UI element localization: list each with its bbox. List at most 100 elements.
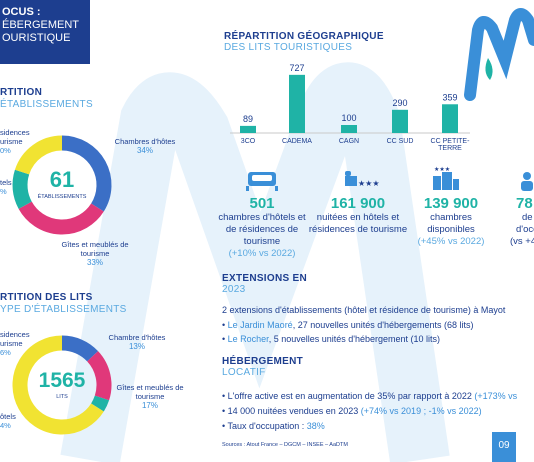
- bullet: • 14 000 nuitées vendues en 2023 (+74% v…: [222, 406, 482, 416]
- section-title: EXTENSIONS EN: [222, 273, 308, 284]
- donut-category: Gîtes et meublés de tourisme: [116, 383, 184, 401]
- bullet-text: 14 000 nuitées vendues en 2023: [227, 406, 361, 416]
- buildings-icon: ★★★: [433, 166, 459, 190]
- logo-drop: [485, 58, 493, 80]
- watermark-shape: [60, 63, 450, 462]
- donut-segment: [18, 201, 104, 235]
- cropped-line: 6%: [0, 348, 11, 357]
- chart-subtitle: DES LITS TOURISTIQUES: [224, 42, 353, 53]
- bar: [289, 74, 305, 133]
- cropped-line: %: [0, 187, 7, 196]
- bar: [341, 125, 357, 133]
- bullet-text: , 5 nouvelles unités d'hébergement (10 l…: [268, 334, 441, 344]
- cropped-line: tels: [0, 178, 12, 187]
- bullet-text: , 27 nouvelles unités d'hébergements (68…: [292, 320, 474, 330]
- donut-segment: [14, 135, 63, 175]
- donut-cropped-label: sidences urisme 6%: [0, 330, 30, 357]
- bar-value-label: 290: [392, 98, 407, 108]
- svg-text:★★★: ★★★: [434, 166, 450, 173]
- donut-cropped-label: sidences urisme 0%: [0, 128, 30, 155]
- donut-category: Chambre d'hôtes: [108, 333, 166, 342]
- section-subtitle: 2023: [222, 284, 246, 295]
- section-subtitle: YPE D'ÉTABLISSEMENTS: [0, 304, 127, 315]
- x-tick-label: 3CO: [240, 138, 256, 145]
- stat-value: 161 900: [330, 195, 386, 212]
- donut-value-label: 33%: [86, 258, 103, 267]
- donut-center-label: ÉTABLISSEMENTS: [38, 193, 87, 200]
- bullet: • Le Jardin Maoré, 27 nouvelles unités d…: [222, 320, 474, 330]
- person-icon: [521, 172, 533, 191]
- donut-segment: [61, 135, 112, 212]
- donut-segment: [86, 351, 112, 401]
- page-number: 09: [492, 432, 516, 462]
- donut-value-label: 13%: [128, 342, 145, 351]
- donut-label: Gîtes et meublés de tourisme 17%: [115, 383, 185, 410]
- donut-center-value: 61: [50, 167, 74, 192]
- bar-chart: 89 727 100 290 359: [230, 63, 470, 134]
- stat-text: nuitées en hôtels et résidences de touri…: [308, 212, 408, 235]
- stat: 139 900 chambres disponibles (+45% vs 20…: [412, 195, 490, 248]
- donut-label: Gîtes et meublés de tourisme 33%: [60, 240, 130, 267]
- paragraph: 2 extensions d'établissements (hôtel et …: [222, 305, 506, 315]
- icons: ★★★ ★★★: [246, 166, 533, 191]
- stat-text: de t: [522, 212, 534, 223]
- x-tick-label: CC SUD: [386, 138, 414, 145]
- x-tick-label: CAGN: [338, 138, 360, 145]
- donut-center-value: 1565: [39, 369, 86, 392]
- x-tick-label: CC PETITE-TERRE: [430, 138, 470, 152]
- bar-value-label: 89: [243, 114, 253, 124]
- stat: 161 900 nuitées en hôtels et résidences …: [308, 195, 408, 236]
- x-tick-label: CADEMA: [282, 138, 312, 145]
- header-line: OURISTIQUE: [2, 32, 71, 44]
- section-title: HÉBERGEMENT: [222, 356, 304, 367]
- stat-value: 78: [516, 195, 533, 212]
- stat-value: 501: [249, 195, 275, 212]
- bullet-highlight: Le Rocher: [227, 334, 269, 344]
- logo: [464, 8, 534, 101]
- bar: [392, 109, 408, 133]
- donut-label: Chambres d'hôtes 34%: [110, 137, 180, 155]
- cropped-line: 4%: [0, 421, 11, 430]
- sources: Sources : Atout France – DGCM – INSEE – …: [222, 442, 348, 448]
- section-subtitle: LOCATIF: [222, 367, 266, 378]
- section-title: RTITION DES LITS: [0, 292, 93, 303]
- donut-segment: [91, 395, 110, 412]
- bullet-highlight: (+173% vs: [474, 391, 518, 401]
- bar-value-label: 359: [442, 92, 457, 102]
- donut-segment: [12, 169, 32, 209]
- donut-value-label: 17%: [141, 401, 158, 410]
- stat-text: d'occupa: [516, 224, 534, 235]
- donut-center-label: LITS: [56, 394, 68, 400]
- donut-cropped-label: ôtels 4%: [0, 412, 16, 430]
- header-box: [0, 0, 90, 64]
- bar: [442, 104, 458, 133]
- section-subtitle: ÉTABLISSEMENTS: [0, 99, 93, 110]
- stat-text: (vs +4% e: [510, 236, 534, 247]
- stat: 78 de t d'occupa (vs +4% e: [510, 195, 534, 248]
- donut-segment: [12, 335, 104, 435]
- cropped-line: 0%: [0, 146, 11, 155]
- cropped-line: sidences: [0, 128, 30, 137]
- cropped-line: urisme: [0, 339, 23, 348]
- bar-value-label: 727: [289, 63, 304, 73]
- donut-segment: [61, 335, 99, 362]
- donut-category: Chambres d'hôtes: [114, 137, 176, 146]
- donut-category: Gîtes et meublés de tourisme: [61, 240, 129, 258]
- cropped-line: sidences: [0, 330, 30, 339]
- svg-text:★★★: ★★★: [358, 179, 380, 188]
- bullet-highlight: (+74% vs 2019 ; -1% vs 2022): [360, 406, 482, 416]
- chart-title: RÉPARTITION GÉOGRAPHIQUE: [224, 31, 384, 42]
- stat-note: (+10% vs 2022): [228, 248, 296, 259]
- stat-text: chambres disponibles: [427, 212, 475, 235]
- stat-text: chambres d'hôtels et de résidences de to…: [218, 212, 306, 247]
- bullet: • Taux d'occupation : 38%: [222, 421, 325, 431]
- bullet: • L'offre active est en augmentation de …: [222, 391, 518, 401]
- cropped-line: ôtels: [0, 412, 16, 421]
- header-title: OCUS : ÉBERGEMENT OURISTIQUE: [2, 6, 79, 45]
- header-line: ÉBERGEMENT: [2, 19, 80, 31]
- bullet-text: L'offre active est en augmentation de 35…: [227, 391, 475, 401]
- bar: [240, 125, 256, 133]
